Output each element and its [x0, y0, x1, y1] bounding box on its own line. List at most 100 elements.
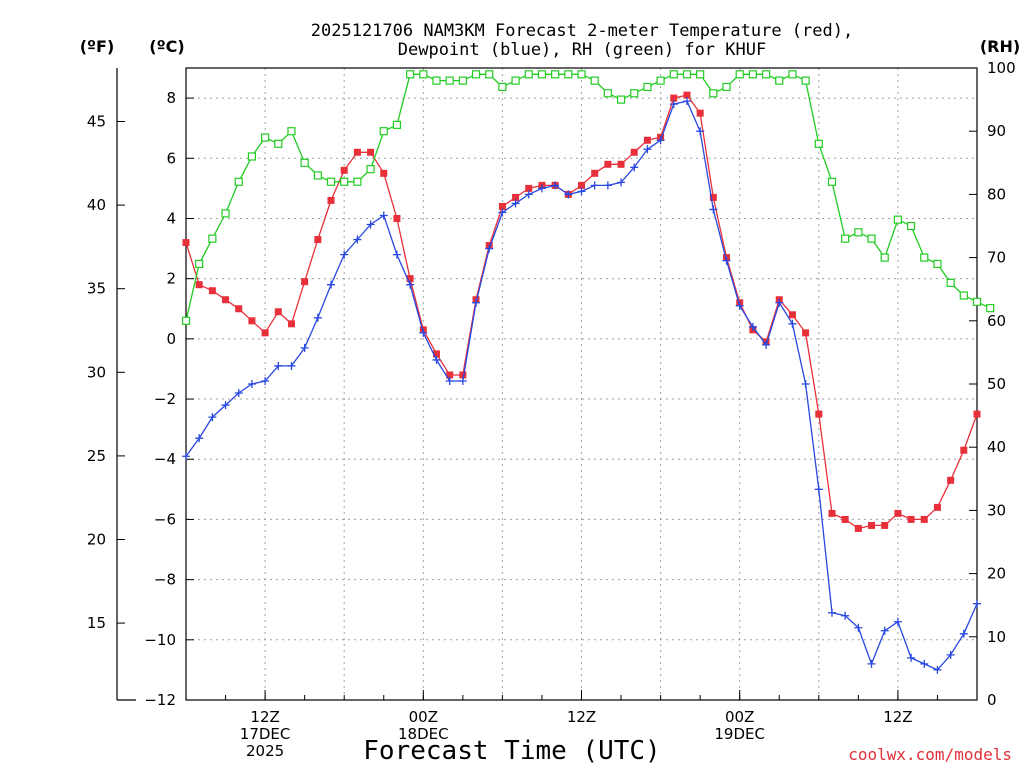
temperature-point: [380, 169, 388, 177]
rh-point: [880, 253, 889, 262]
dewpoint-point: [907, 653, 916, 662]
dewpoint-point: [406, 280, 415, 289]
celsius-tick-label: −10: [144, 631, 176, 649]
celsius-tick-label: 6: [166, 149, 176, 167]
rh-point: [590, 76, 599, 85]
rh-tick-label: 10: [987, 628, 1006, 646]
time-tick-label: 17DEC: [240, 725, 291, 743]
dewpoint-point: [274, 361, 283, 370]
rh-point: [643, 82, 652, 92]
dewpoint-point: [182, 452, 190, 461]
temperature-point: [578, 181, 585, 189]
dewpoint-point: [498, 208, 507, 217]
rh-point: [893, 215, 903, 224]
temperature-point: [591, 169, 599, 177]
rh-point: [854, 228, 863, 237]
rh-point: [287, 127, 296, 136]
rh-point: [920, 253, 929, 262]
dewpoint-point: [379, 211, 388, 220]
temperature-point: [340, 166, 348, 174]
rh-point: [564, 70, 573, 79]
rh-point: [313, 171, 322, 180]
rh-point: [959, 291, 968, 300]
temperature-point: [920, 515, 928, 523]
dewpoint-point: [617, 178, 626, 187]
rh-point: [181, 316, 191, 325]
celsius-tick-label: −2: [154, 390, 176, 408]
temperature-point: [222, 296, 230, 304]
fahrenheit-tick-label: 45: [87, 113, 106, 131]
chart-title-line2: Dewpoint (blue), RH (green) for KHUF: [398, 40, 766, 60]
rh-point: [406, 70, 415, 79]
rh-tick-label: 20: [987, 565, 1006, 583]
rh-point: [300, 158, 309, 167]
temperature-point: [525, 184, 533, 192]
dewpoint-point: [814, 485, 823, 494]
dewpoint-point: [195, 434, 204, 443]
dewpoint-point: [392, 250, 401, 259]
rh-point: [471, 70, 481, 79]
x-axis-label: Forecast Time (UTC): [363, 736, 660, 766]
dewpoint-point: [458, 376, 467, 385]
dewpoint-point: [959, 629, 968, 638]
rh-point: [735, 70, 744, 79]
dewpoint-point: [775, 298, 784, 307]
rh-point: [537, 70, 547, 79]
dewpoint-point: [472, 298, 481, 307]
temperature-point: [182, 239, 190, 247]
temperature-point: [208, 287, 216, 295]
rh-tick-label: 0: [987, 691, 997, 709]
rh-point: [353, 177, 362, 186]
dewpoint-point: [327, 280, 336, 289]
dewpoint-point: [933, 665, 942, 674]
dewpoint-point: [788, 319, 797, 328]
time-tick-label: 12Z: [250, 708, 279, 726]
temperature-point: [432, 350, 440, 358]
dewpoint-point: [537, 184, 546, 193]
dewpoint-point: [748, 322, 757, 331]
dewpoint-point: [577, 187, 586, 196]
dewpoint-point: [234, 389, 243, 398]
rh-point: [933, 259, 942, 269]
rh-point: [616, 95, 626, 104]
dewpoint-point: [419, 328, 428, 337]
rh-point: [986, 304, 995, 313]
rh-point: [326, 177, 336, 186]
rh-point: [419, 70, 428, 79]
rh-tick-label: 100: [987, 59, 1016, 77]
celsius-unit-label: (ºC): [149, 37, 184, 56]
time-tick-label: 00Z: [409, 708, 438, 726]
rh-point: [221, 209, 230, 218]
dewpoint-point: [590, 181, 599, 190]
time-tick-label: 2025: [246, 742, 284, 760]
dewpoint-point: [366, 220, 375, 229]
rh-point: [274, 139, 283, 148]
temperature-point: [314, 236, 322, 244]
temperature-point: [696, 109, 704, 117]
temperature-point: [947, 476, 955, 484]
rh-point: [801, 76, 810, 85]
rh-point: [261, 133, 270, 142]
celsius-tick-label: −4: [154, 450, 176, 468]
temperature-point: [907, 515, 915, 523]
temperature-point: [367, 148, 375, 156]
dewpoint-point: [854, 623, 863, 632]
dewpoint-point: [485, 244, 494, 253]
temperature-point: [828, 509, 836, 517]
rh-point: [814, 139, 823, 148]
temperature-point: [393, 214, 401, 222]
dewpoint-point: [247, 380, 256, 388]
dewpoint-point: [603, 181, 612, 190]
rh-point: [340, 177, 349, 186]
dewpoint-point: [564, 190, 573, 199]
dewpoint-point: [551, 181, 560, 190]
dewpoint-point: [841, 611, 850, 620]
rh-tick-label: 80: [987, 185, 1006, 203]
rh-unit-label: (RH): [980, 37, 1020, 56]
time-tick-label: 00Z: [725, 708, 754, 726]
rh-tick-label: 30: [987, 501, 1006, 519]
rh-point: [195, 259, 204, 269]
temperature-point: [274, 308, 282, 316]
time-tick-label: 12Z: [567, 708, 596, 726]
celsius-axis: −12 −10 −8 −6 −4 −2 0 2 4 6 8: [144, 89, 194, 709]
